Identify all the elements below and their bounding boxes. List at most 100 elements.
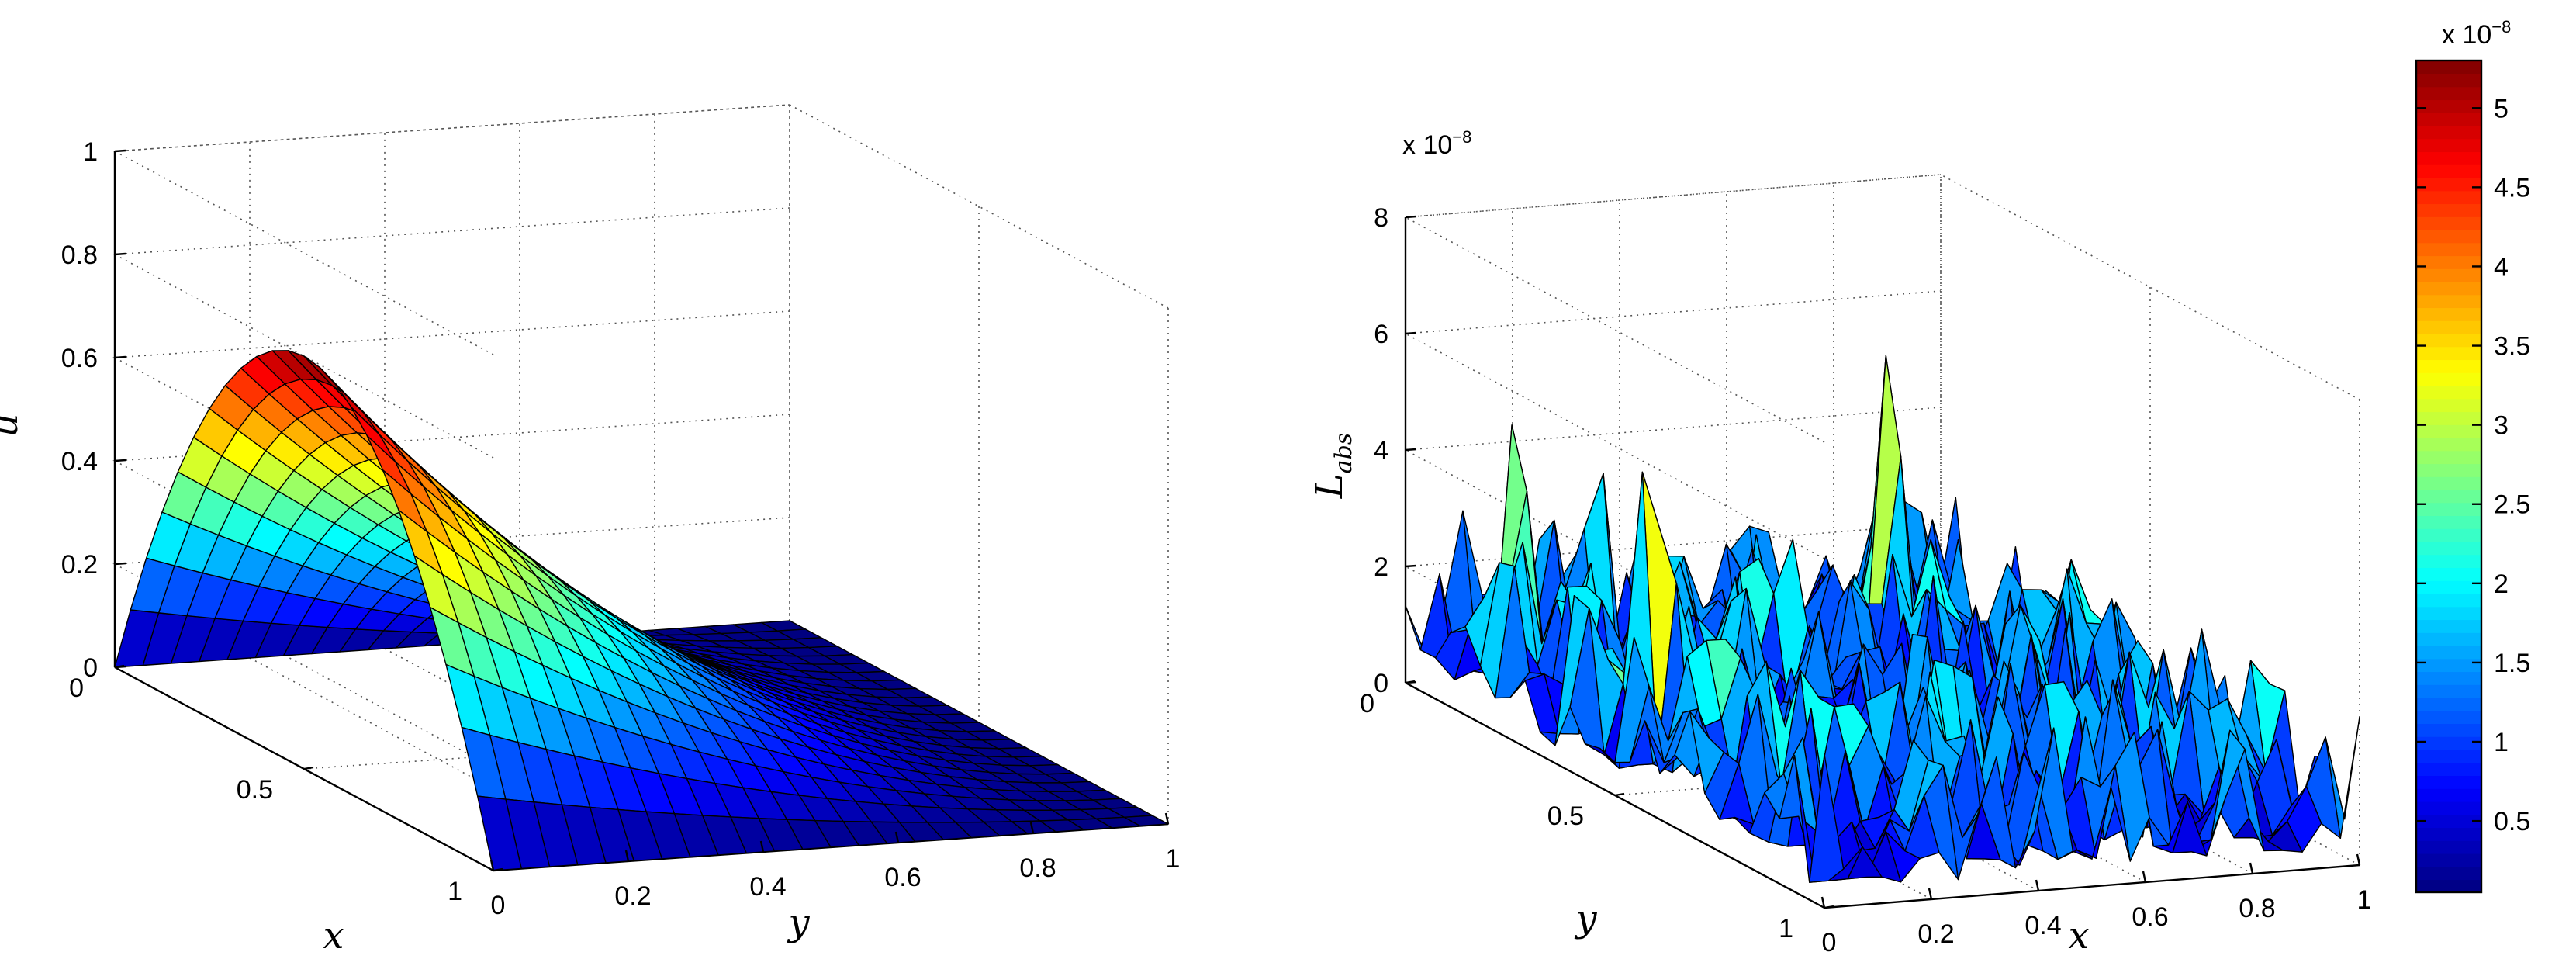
x-tick-label: 0.8 xyxy=(2239,894,2275,923)
surface-face xyxy=(476,795,522,871)
colorbar-tick-label: 1.5 xyxy=(2494,649,2530,678)
colorbar-swatch xyxy=(2416,502,2481,517)
colorbar-swatch xyxy=(2416,73,2481,88)
colorbar-swatch xyxy=(2416,554,2481,569)
x-tick-label: 0 xyxy=(69,673,84,703)
x-tick-label: 0 xyxy=(1822,928,1837,957)
colorbar-swatch xyxy=(2416,567,2481,581)
colorbar-swatch xyxy=(2416,268,2481,282)
y-tick-label: 0.4 xyxy=(749,872,786,902)
colorbar-swatch xyxy=(2416,736,2481,750)
x-tick-label: 0.2 xyxy=(1917,919,1954,949)
z-tick-label: 0.2 xyxy=(61,550,98,580)
colorbar-swatch xyxy=(2416,580,2481,594)
box-edge xyxy=(1405,174,2360,400)
colorbar-swatch xyxy=(2416,113,2481,126)
tick-mark xyxy=(489,859,495,871)
tick-mark xyxy=(2142,871,2147,883)
z-tick-label: 0.4 xyxy=(61,447,98,476)
colorbar-swatch xyxy=(2416,541,2481,556)
colorbar-swatch xyxy=(2416,216,2481,230)
tick-mark xyxy=(1405,331,1417,335)
y-tick-label: 0.6 xyxy=(884,863,921,892)
colorbar-swatch xyxy=(2416,151,2481,165)
colorbar-swatch xyxy=(2416,86,2481,101)
y-tick-label: 0 xyxy=(1360,689,1374,718)
colorbar-tick-label: 2 xyxy=(2494,570,2509,599)
colorbar-frame xyxy=(2415,59,2483,894)
y-tick-label: 0 xyxy=(491,891,506,920)
colorbar-swatch xyxy=(2416,138,2481,153)
tick-mark xyxy=(114,664,125,669)
colorbar-swatch xyxy=(2416,827,2481,841)
tick-mark xyxy=(114,355,126,359)
colorbar-swatch xyxy=(2416,606,2481,621)
tick-mark xyxy=(1405,448,1417,452)
colorbar-tick-label: 4 xyxy=(2494,252,2509,282)
tick-mark xyxy=(1614,792,1625,797)
tick-mark xyxy=(759,840,765,853)
colorbar-swatch xyxy=(2416,437,2481,452)
y-tick-label: 0.8 xyxy=(1019,853,1056,883)
z-tick-label: 0 xyxy=(1374,669,1388,698)
tick-mark xyxy=(1164,812,1170,825)
z-tick-label: 0 xyxy=(83,653,98,683)
colorbar-swatch xyxy=(2416,489,2481,504)
colorbar-swatch xyxy=(2416,294,2481,309)
colorbar-swatch xyxy=(2416,385,2481,400)
y-axis-label: y xyxy=(787,901,810,944)
colorbar-tick-label: 5 xyxy=(2494,94,2509,123)
tick-mark xyxy=(1029,822,1035,834)
colorbar-swatch xyxy=(2416,346,2481,361)
colorbar-swatch xyxy=(2416,866,2481,881)
colorbar-swatch xyxy=(2416,177,2481,192)
colorbar-swatch xyxy=(2416,775,2481,789)
x-axis-label: x xyxy=(323,914,344,957)
colorbar-tick-label: 3 xyxy=(2494,411,2509,441)
colorbar-swatch xyxy=(2416,307,2481,321)
colorbar-tick-label: 2.5 xyxy=(2494,490,2530,520)
colorbar-swatch xyxy=(2416,840,2481,854)
tick-mark xyxy=(303,766,314,770)
colorbar-swatch xyxy=(2416,99,2481,113)
colorbar-swatch xyxy=(2416,658,2481,673)
tick-mark xyxy=(114,562,126,566)
colorbar-swatch xyxy=(2416,853,2481,867)
z-tick-label: 8 xyxy=(1374,203,1388,233)
colorbar-swatch xyxy=(2416,762,2481,777)
z-tick-label: 2 xyxy=(1374,552,1388,582)
tick-mark xyxy=(624,850,630,862)
colorbar-swatch xyxy=(2416,411,2481,425)
x-axis-label: x xyxy=(2068,914,2089,957)
tick-mark xyxy=(1820,896,1826,909)
colorbar-swatch xyxy=(2416,242,2481,257)
tick-mark xyxy=(1824,905,1834,909)
colorbar-swatch xyxy=(2416,814,2481,829)
colorbar-swatch xyxy=(2416,684,2481,698)
z-tick-label: 0.6 xyxy=(61,344,98,373)
colorbar-swatch xyxy=(2416,164,2481,178)
colorbar-swatch xyxy=(2416,61,2481,74)
colorbar-swatch xyxy=(2416,359,2481,373)
tick-mark xyxy=(1405,680,1416,684)
colorbar-tick-label: 3.5 xyxy=(2494,332,2530,362)
colorbar-swatch xyxy=(2416,320,2481,334)
tick-mark xyxy=(1405,215,1417,219)
y-tick-label: 1 xyxy=(1166,844,1181,874)
colorbar-tick-label: 1 xyxy=(2494,728,2509,757)
x-tick-label: 0.5 xyxy=(237,775,273,805)
z-axis-label: u xyxy=(0,414,26,438)
colorbar-swatch xyxy=(2416,125,2481,140)
tick-mark xyxy=(2035,879,2040,891)
colorbar: 0.5 1 1.5 2 2.5 3 3.5 4 4.5 5 x 10−8 xyxy=(2415,17,2530,894)
z-tick-label: 0.8 xyxy=(61,241,98,270)
colorbar-swatch xyxy=(2416,879,2481,893)
colorbar-swatch xyxy=(2416,203,2481,217)
colorbar-swatch xyxy=(2416,671,2481,685)
colorbar-swatch xyxy=(2416,372,2481,386)
colorbar-swatch xyxy=(2416,398,2481,413)
gridline xyxy=(1403,290,1942,559)
